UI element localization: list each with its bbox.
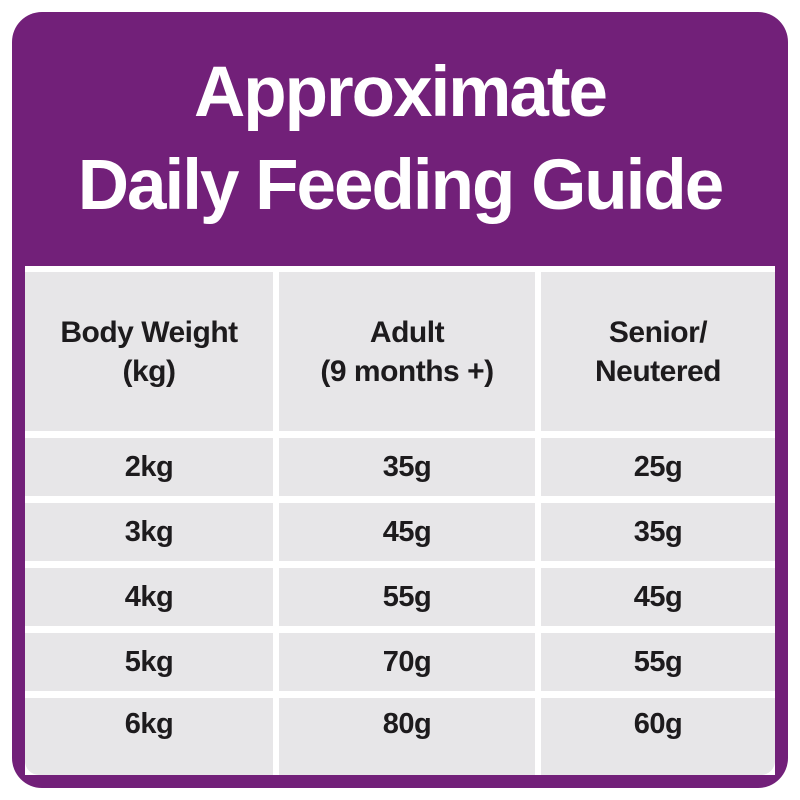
table-cell-adult-6kg: 80g: [279, 698, 535, 775]
column-header-line: (kg): [122, 354, 177, 388]
table-cell-senior-3kg: 35g: [541, 503, 775, 561]
table-cell-adult-4kg: 55g: [279, 568, 535, 626]
column-header-line: (9 months +): [320, 354, 494, 388]
column-header-line: Adult: [369, 315, 445, 349]
table-cell-adult-5kg: 70g: [279, 633, 535, 691]
table-cell-weight-2kg: 2kg: [25, 438, 273, 496]
page-title: Approximate Daily Feeding Guide: [12, 12, 788, 266]
title-line-1: Approximate: [194, 53, 608, 132]
table-cell-weight-5kg: 5kg: [25, 633, 273, 691]
column-header-adult: Adult (9 months +): [279, 272, 535, 431]
table-cell-weight-4kg: 4kg: [25, 568, 273, 626]
column-header-line: Senior/: [608, 315, 708, 349]
title-line-2: Daily Feeding Guide: [77, 146, 725, 225]
feeding-guide-panel: Approximate Daily Feeding Guide Body Wei…: [12, 12, 788, 788]
feeding-table: Body Weight (kg) Adult (9 months +) Seni…: [25, 266, 775, 775]
column-header-senior-neutered: Senior/ Neutered: [541, 272, 775, 431]
column-header-line: Body Weight: [60, 315, 238, 349]
column-header-line: Neutered: [594, 354, 722, 388]
table-cell-senior-6kg: 60g: [541, 698, 775, 775]
table-cell-weight-6kg: 6kg: [25, 698, 273, 775]
table-cell-adult-3kg: 45g: [279, 503, 535, 561]
column-header-body-weight: Body Weight (kg): [25, 272, 273, 431]
table-cell-senior-5kg: 55g: [541, 633, 775, 691]
table-cell-adult-2kg: 35g: [279, 438, 535, 496]
table-cell-senior-2kg: 25g: [541, 438, 775, 496]
table-cell-weight-3kg: 3kg: [25, 503, 273, 561]
table-cell-senior-4kg: 45g: [541, 568, 775, 626]
